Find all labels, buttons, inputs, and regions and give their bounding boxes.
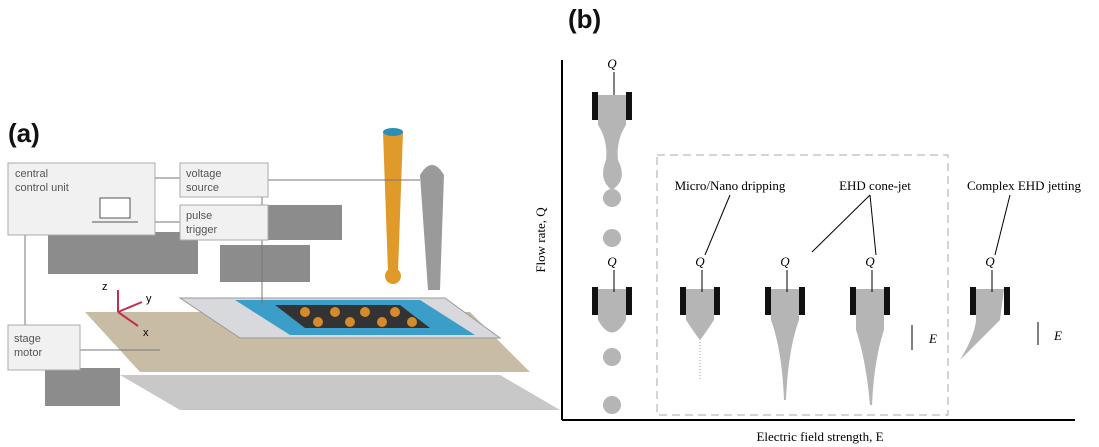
dashed-region — [657, 155, 948, 415]
flow-symbol: Q — [695, 254, 705, 269]
field-symbol: E — [928, 331, 937, 346]
regime-label: Complex EHD jetting — [967, 178, 1082, 193]
panel-label: (a) — [8, 118, 40, 148]
stage-base — [120, 375, 560, 410]
flow-symbol: Q — [865, 254, 875, 269]
box-text: pulse — [186, 210, 212, 222]
figure: (a) central control unit voltage source … — [0, 0, 1099, 447]
block — [262, 205, 342, 240]
nozzle — [383, 132, 403, 272]
flow-symbol: Q — [607, 56, 617, 71]
flow-symbol: Q — [780, 254, 790, 269]
flow-symbol: Q — [985, 254, 995, 269]
nozzle-top — [383, 128, 403, 136]
box-text: central — [15, 168, 48, 180]
box-text: trigger — [186, 224, 218, 236]
nozzle-drop — [385, 268, 401, 284]
flow-symbol: Q — [607, 254, 617, 269]
camera — [420, 165, 444, 290]
box-text: motor — [14, 347, 42, 359]
box-text: voltage — [186, 168, 221, 180]
regime-label: Micro/Nano dripping — [675, 178, 786, 193]
axis-x: x — [143, 327, 149, 339]
axis-z: z — [102, 281, 108, 293]
field-symbol: E — [1053, 328, 1062, 343]
x-axis-label: Electric field strength, E — [756, 429, 883, 444]
laptop — [100, 198, 130, 218]
page: (a) central control unit voltage source … — [0, 0, 1099, 447]
block — [48, 232, 198, 274]
box-text: stage — [14, 333, 41, 345]
block — [220, 245, 310, 282]
y-axis-label: Flow rate, Q — [533, 207, 548, 273]
block — [45, 368, 120, 406]
nozzle-bars — [592, 92, 1010, 315]
box-text: control unit — [15, 182, 69, 194]
axis-y: y — [146, 293, 152, 305]
panel-label: (b) — [568, 4, 601, 34]
regime-label: EHD cone-jet — [839, 178, 911, 193]
regime-labels: Micro/Nano dripping EHD cone-jet Complex… — [675, 178, 1082, 193]
box-text: source — [186, 182, 219, 194]
